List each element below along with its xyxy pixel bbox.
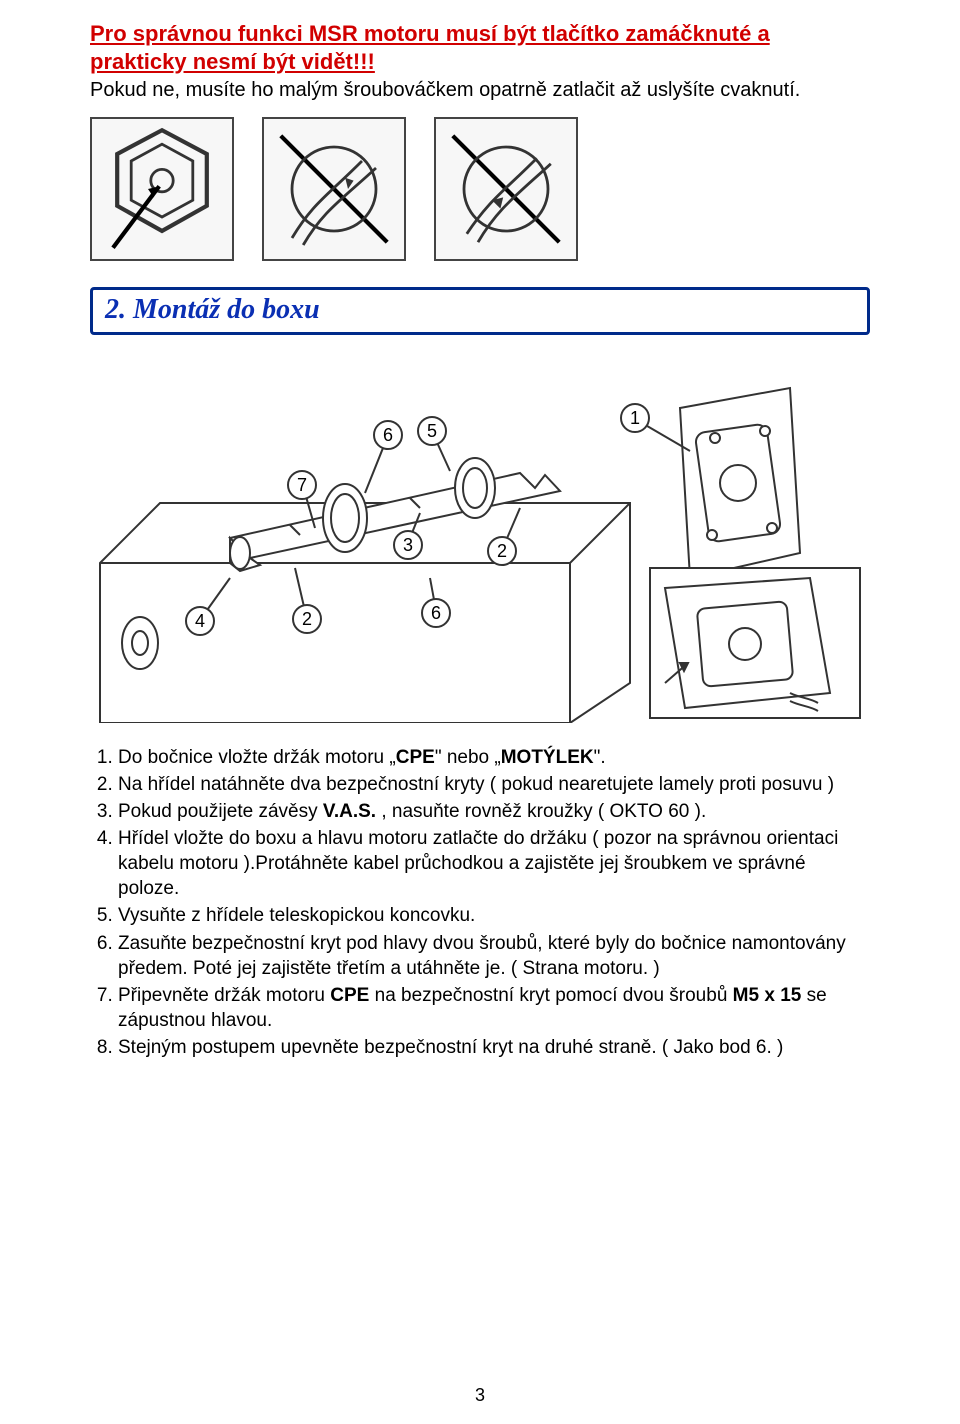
step-1: Do bočnice vložte držák motoru „CPE" neb… bbox=[118, 745, 870, 770]
warning-title-line1: Pro správnou funkci MSR motoru musí být … bbox=[90, 21, 770, 46]
step-5: Vysuňte z hřídele teleskopickou koncovku… bbox=[118, 903, 870, 928]
step-8: Stejným postupem upevněte bezpečnostní k… bbox=[118, 1035, 870, 1060]
warning-title: Pro správnou funkci MSR motoru musí být … bbox=[90, 20, 870, 75]
small-diagram-1 bbox=[90, 117, 234, 261]
callout-2a: 2 bbox=[497, 541, 507, 561]
step-2: Na hřídel natáhněte dva bezpečnostní kry… bbox=[118, 772, 870, 797]
callout-3: 3 bbox=[403, 535, 413, 555]
step-4: Hřídel vložte do boxu a hlavu motoru zat… bbox=[118, 826, 870, 901]
small-diagram-2 bbox=[262, 117, 406, 261]
document-page: Pro správnou funkci MSR motoru musí být … bbox=[0, 0, 960, 1424]
callout-6a: 6 bbox=[383, 425, 393, 445]
callout-1: 1 bbox=[630, 408, 640, 428]
callout-5: 5 bbox=[427, 421, 437, 441]
section-title: 2. Montáž do boxu bbox=[105, 294, 855, 326]
callout-6b: 6 bbox=[431, 603, 441, 623]
callout-2b: 2 bbox=[302, 609, 312, 629]
page-number: 3 bbox=[0, 1385, 960, 1406]
step-6: Zasuňte bezpečnostní kryt pod hlavy dvou… bbox=[118, 931, 870, 981]
main-assembly-diagram: 1 6 5 7 3 2 bbox=[90, 353, 870, 723]
warning-title-line2: prakticky nesmí být vidět!!! bbox=[90, 49, 375, 74]
step-3: Pokud použijete závěsy V.A.S. , nasuňte … bbox=[118, 799, 870, 824]
small-diagram-row bbox=[90, 117, 870, 261]
warning-subtitle: Pokud ne, musíte ho malým šroubováčkem o… bbox=[90, 77, 870, 103]
step-7: Připevněte držák motoru CPE na bezpečnos… bbox=[118, 983, 870, 1033]
warning-block: Pro správnou funkci MSR motoru musí být … bbox=[90, 20, 870, 103]
callout-4: 4 bbox=[195, 611, 205, 631]
small-diagram-3 bbox=[434, 117, 578, 261]
callout-7: 7 bbox=[297, 475, 307, 495]
steps-list: Do bočnice vložte držák motoru „CPE" neb… bbox=[90, 745, 870, 1060]
section-heading-frame: 2. Montáž do boxu bbox=[90, 287, 870, 335]
